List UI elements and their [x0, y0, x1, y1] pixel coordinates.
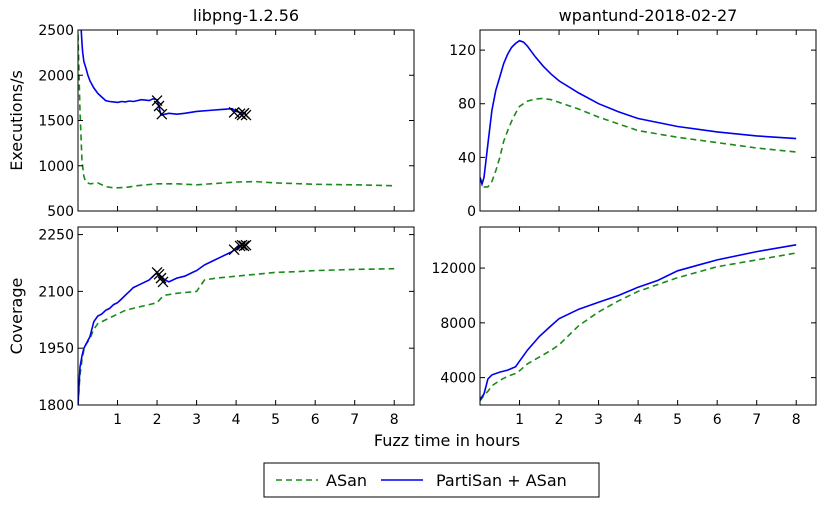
series-partisan-asan-line	[78, 244, 246, 405]
y-tick-label: 40	[458, 150, 476, 166]
crash-marker	[240, 239, 252, 251]
y-tick-label: 1800	[38, 398, 74, 414]
x-tick-label: 8	[792, 412, 801, 428]
y-tick-label: 2000	[38, 68, 74, 84]
y-tick-label: 2100	[38, 284, 74, 300]
x-tick-label: 4	[634, 412, 643, 428]
legend-partisan-label: PartiSan + ASan	[436, 471, 567, 490]
x-tick-label: 1	[515, 412, 524, 428]
crash-marker	[228, 244, 240, 256]
x-tick-label: 7	[752, 412, 761, 428]
series-asan-line	[480, 252, 797, 402]
crash-marker	[153, 100, 165, 112]
x-tick-label: 2	[153, 412, 162, 428]
x-axis-label: Fuzz time in hours	[374, 431, 520, 450]
plot-frame	[479, 29, 817, 212]
y-tick-label: 0	[467, 204, 476, 220]
x-tick-label: 7	[350, 412, 359, 428]
panel-bottom-right: 1 2 3 4 5 6 7 8 4000 8000 12000	[431, 226, 817, 428]
panel-top-left: 500 1000 1500 2000 2500 libpng-1.2.56 Executio…	[7, 6, 415, 220]
y-tick-label: 1000	[38, 159, 74, 175]
y-tick-label: 4000	[440, 371, 476, 387]
series-asan-line	[78, 34, 395, 189]
y-tick-label: 120	[449, 43, 476, 59]
x-tick-label: 6	[311, 412, 320, 428]
crash-marker	[236, 239, 248, 251]
series-partisan-asan-line	[480, 244, 797, 400]
legend-asan-label: ASan	[326, 471, 367, 490]
panel-bottom-left: 1 2 3 4 5 6 7 8 1800 1950 2100 2250 Coverage	[7, 226, 415, 428]
panel-title: libpng-1.2.56	[193, 6, 299, 25]
plot-frame	[479, 226, 817, 406]
y-tick-label: 2250	[38, 228, 74, 244]
x-tick-label: 8	[390, 412, 399, 428]
crash-marker	[238, 240, 250, 252]
y-tick-label: 1950	[38, 341, 74, 357]
x-tick-label: 5	[673, 412, 682, 428]
y-tick-label: 500	[47, 204, 74, 220]
y-tick-label: 8000	[440, 316, 476, 332]
crash-marker	[157, 276, 169, 288]
y-tick-label: 1500	[38, 114, 74, 130]
y-tick-label: 80	[458, 97, 476, 113]
x-tick-label: 6	[713, 412, 722, 428]
x-tick-label: 4	[232, 412, 241, 428]
plot-frame	[77, 226, 415, 406]
y-tick-label: 2500	[38, 23, 74, 39]
y-tick-label: 12000	[431, 261, 476, 277]
x-tick-label: 5	[271, 412, 280, 428]
crash-marker	[155, 272, 167, 284]
crash-marker	[156, 108, 168, 120]
plot-frame	[77, 29, 415, 212]
x-tick-label: 1	[113, 412, 122, 428]
x-tick-label: 3	[192, 412, 201, 428]
panel-title: wpantund-2018-02-27	[559, 6, 738, 25]
y-axis-label: Coverage	[7, 278, 26, 355]
x-tick-label: 3	[594, 412, 603, 428]
legend: ASan PartiSan + ASan	[263, 462, 600, 498]
legend-frame	[263, 462, 600, 498]
series-asan-line	[480, 97, 797, 188]
series-partisan-asan-line	[480, 39, 797, 187]
y-axis-label: Executions/s	[7, 70, 26, 171]
series-asan-line	[78, 267, 395, 405]
series-partisan-asan-line	[80, 30, 246, 117]
x-tick-label: 2	[555, 412, 564, 428]
panel-top-right: 0 40 80 120 wpantund-2018-02-27	[449, 6, 817, 220]
crash-marker	[240, 109, 252, 121]
